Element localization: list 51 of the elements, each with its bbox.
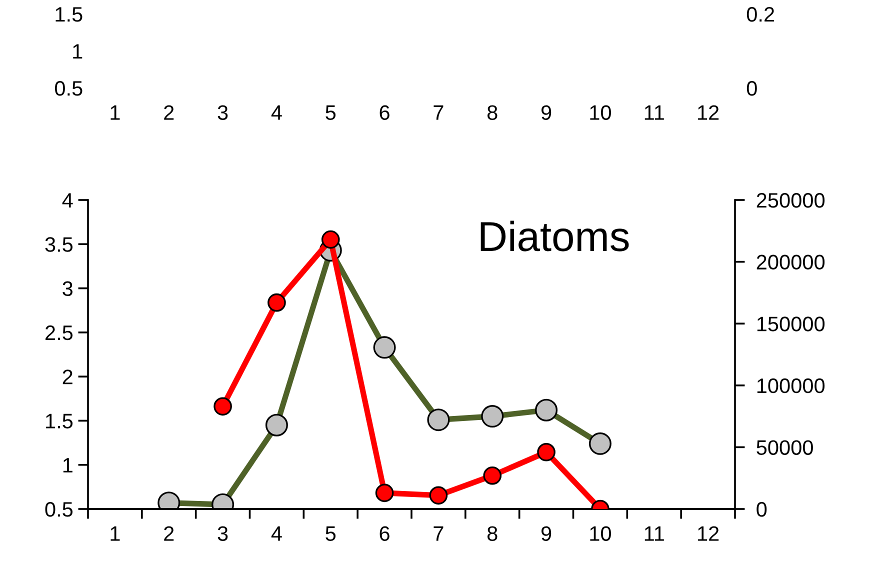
point [214,397,232,416]
y2-tick-label: 0 [746,81,757,96]
x-tick-label: 10 [590,105,611,120]
y-tick-label: 3 [62,281,72,296]
y2-tick-label: 250000 [756,193,825,208]
x-tick-label: 3 [218,526,228,541]
y-tick-label: 2 [62,370,72,384]
x-tick-label: 10 [590,526,611,541]
y-tick-label: 4 [62,193,73,208]
y-tick-label: 0.5 [45,502,73,517]
x-tick-label: 8 [487,526,498,541]
x-tick-label: 7 [434,105,444,120]
chart-title: Diatoms [480,220,629,252]
x-tick-label: 4 [271,105,282,120]
point [537,442,556,462]
x-tick-label: 2 [164,526,174,541]
x-tick-label: 11 [644,526,664,541]
x-tick-label: 5 [326,526,336,541]
x-tick-label: 5 [326,105,336,120]
y-tick-label: 3.5 [45,237,73,252]
x-tick-label: 1 [110,105,120,120]
x-tick-label: 7 [434,526,444,541]
x-tick-label: 11 [644,105,664,120]
x-tick-label: 9 [541,105,552,120]
x-tick-label: 2 [164,105,174,120]
x-tick-label: 12 [698,105,719,120]
y-tick-label: 2.5 [46,325,73,340]
x-tick-label: 8 [487,105,498,120]
y-tick-label: 0.5 [54,81,82,96]
y-tick-label: 1.5 [46,414,73,428]
y-tick-label: 1 [63,458,72,472]
y2-tick-label: 50000 [756,440,813,455]
point [375,484,394,502]
y-tick-label: 1.5 [56,7,82,22]
x-tick-label: 4 [271,526,282,541]
y2-tick-label: 200000 [756,254,825,270]
point [429,486,448,505]
x-tick-label: 1 [110,526,120,541]
point [483,466,502,485]
point [268,293,286,312]
y2-tick-label: 0 [756,502,767,517]
x-tick-label: 6 [380,526,390,541]
y-tick-label: 1 [73,44,82,59]
x-tick-label: 12 [698,526,719,541]
y2-tick-label: 100000 [757,378,825,394]
y2-tick-label: 0.2 [746,7,774,22]
point [321,230,340,249]
x-tick-label: 9 [541,526,552,541]
x-tick-label: 6 [380,105,390,120]
y2-tick-label: 150000 [757,316,825,332]
x-tick-label: 3 [218,105,228,120]
